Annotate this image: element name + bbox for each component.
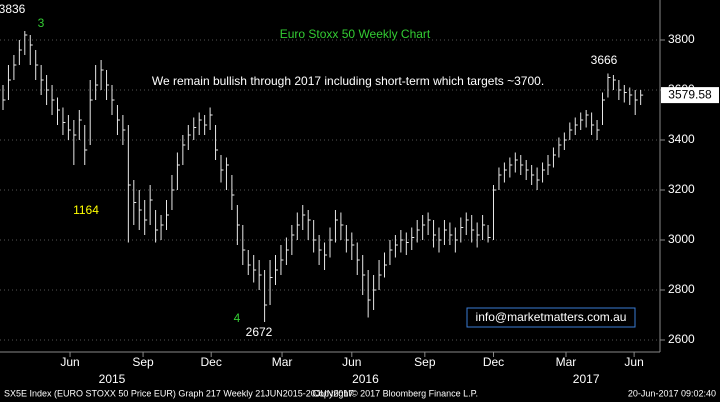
year-label: 2015 [99,372,126,386]
x-tick-label: Jun [342,355,361,369]
y-tick-label: 3800 [668,32,695,46]
annotation: 4 [234,311,241,325]
contact-box [466,307,636,328]
last-price-label: 3579.58 [668,87,712,101]
x-tick-label: Dec [201,355,222,369]
x-tick-label: Dec [483,355,504,369]
x-tick-label: Mar [272,355,293,369]
annotation: 1164 [73,203,99,217]
footer-copyright: Copyright© 2017 Bloomberg Finance L.P. [312,388,478,398]
year-label: 2017 [573,372,600,386]
contact: info@marketmatters.com.au [476,310,627,324]
y-tick-label: 3200 [668,182,695,196]
x-tick-label: Jun [624,355,643,369]
y-tick-label: 3400 [668,132,695,146]
y-tick-label: 2800 [668,282,695,296]
annotation: 3836 [0,2,26,16]
footer-date: 20-Jun-2017 09:02:40 [628,388,716,398]
last-price-box [661,87,719,104]
annotation: 3666 [591,53,618,67]
chart-subtitle: We remain bullish through 2017 including… [152,74,544,88]
footer-source: SX5E Index (EURO STOXX 50 Price EUR) Gra… [4,388,353,398]
chart-title: Euro Stoxx 50 Weekly Chart [280,27,431,41]
x-tick-label: Mar [556,355,577,369]
annotation: 2672 [246,325,273,339]
x-tick-label: Jun [60,355,79,369]
year-label: 2016 [352,372,379,386]
y-tick-label: 2600 [668,332,695,346]
y-tick-label: 3000 [668,232,695,246]
x-tick-label: Sep [414,355,436,369]
annotation: 3 [38,16,45,30]
x-tick-label: Sep [132,355,154,369]
